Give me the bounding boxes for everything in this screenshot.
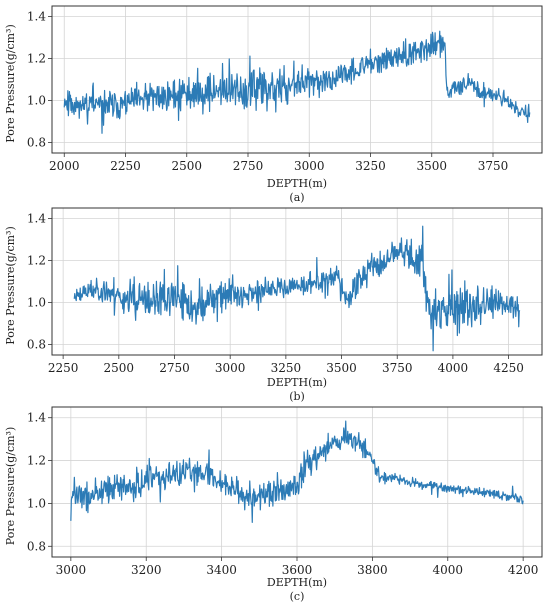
x-tick-label: 2750 [233,159,264,173]
series-line [73,225,521,352]
x-tick-label: 3250 [355,159,386,173]
x-tick-label: 4000 [438,361,469,375]
x-tick-label: 3250 [271,361,302,375]
y-tick-label: 1.2 [27,52,46,66]
y-tick-label: 1.2 [27,254,46,268]
y-tick-label: 1.0 [27,94,46,108]
x-tick-label: 3000 [215,361,246,375]
y-tick-label: 1.0 [27,496,46,510]
x-axis-label: DEPTH(m) [267,576,327,589]
x-tick-label: 4200 [508,563,539,577]
x-tick-label: 3400 [206,563,237,577]
chart-3: 3000 3200 3400 3600 3800 4000 4200 0.8 1.0 1.2 1.4… [4,406,543,603]
y-tick-label: 1.4 [27,10,46,24]
x-tick-label: 3800 [357,563,388,577]
x-tick-label: 3750 [478,159,509,173]
x-tick-label: 3000 [294,159,325,173]
series-line [63,30,531,134]
y-tick-label: 0.8 [27,539,46,553]
x-tick-label: 4000 [432,563,463,577]
x-tick-label: 3500 [416,159,447,173]
x-axis-label: DEPTH(m) [267,177,327,190]
y-tick-label: 1.4 [27,212,46,226]
y-axis-label: Pore Pressure(g/cm³) [4,24,17,143]
x-tick-label: 2750 [159,361,190,375]
plot-frame [51,5,543,154]
x-axis-label: DEPTH(m) [267,376,327,389]
x-tick-label: 3750 [382,361,413,375]
series-line [70,420,524,523]
x-tick-label: 3600 [282,563,313,577]
x-tick-label: 2500 [171,159,202,173]
x-tick-label: 3500 [326,361,357,375]
x-tick-label: 2500 [104,361,135,375]
x-tick-label: 3200 [131,563,162,577]
y-tick-label: 1.0 [27,296,46,310]
y-axis-label: Pore Pressure(g/cm³) [4,427,17,546]
chart-1: 2000 2250 2500 2750 3000 3250 3500 3750 0.8 1.0 1.… [4,5,543,204]
chart-caption: (a) [289,191,304,204]
y-tick-label: 0.8 [27,338,46,352]
y-tick-label: 1.4 [27,411,46,425]
chart-2: 2250 2500 2750 3000 3250 3500 3750 4000 4250 0.8 1… [4,207,543,403]
chart-caption: (b) [289,390,305,403]
x-tick-label: 4250 [493,361,524,375]
y-tick-label: 1.2 [27,454,46,468]
y-axis-label: Pore Pressure(g/cm³) [4,226,17,345]
x-tick-label: 2250 [110,159,141,173]
x-tick-label: 2000 [49,159,80,173]
x-tick-label: 2250 [48,361,79,375]
chart-caption: (c) [290,590,305,603]
x-tick-label: 3000 [56,563,87,577]
plot-frame [51,207,543,356]
y-tick-label: 0.8 [27,136,46,150]
